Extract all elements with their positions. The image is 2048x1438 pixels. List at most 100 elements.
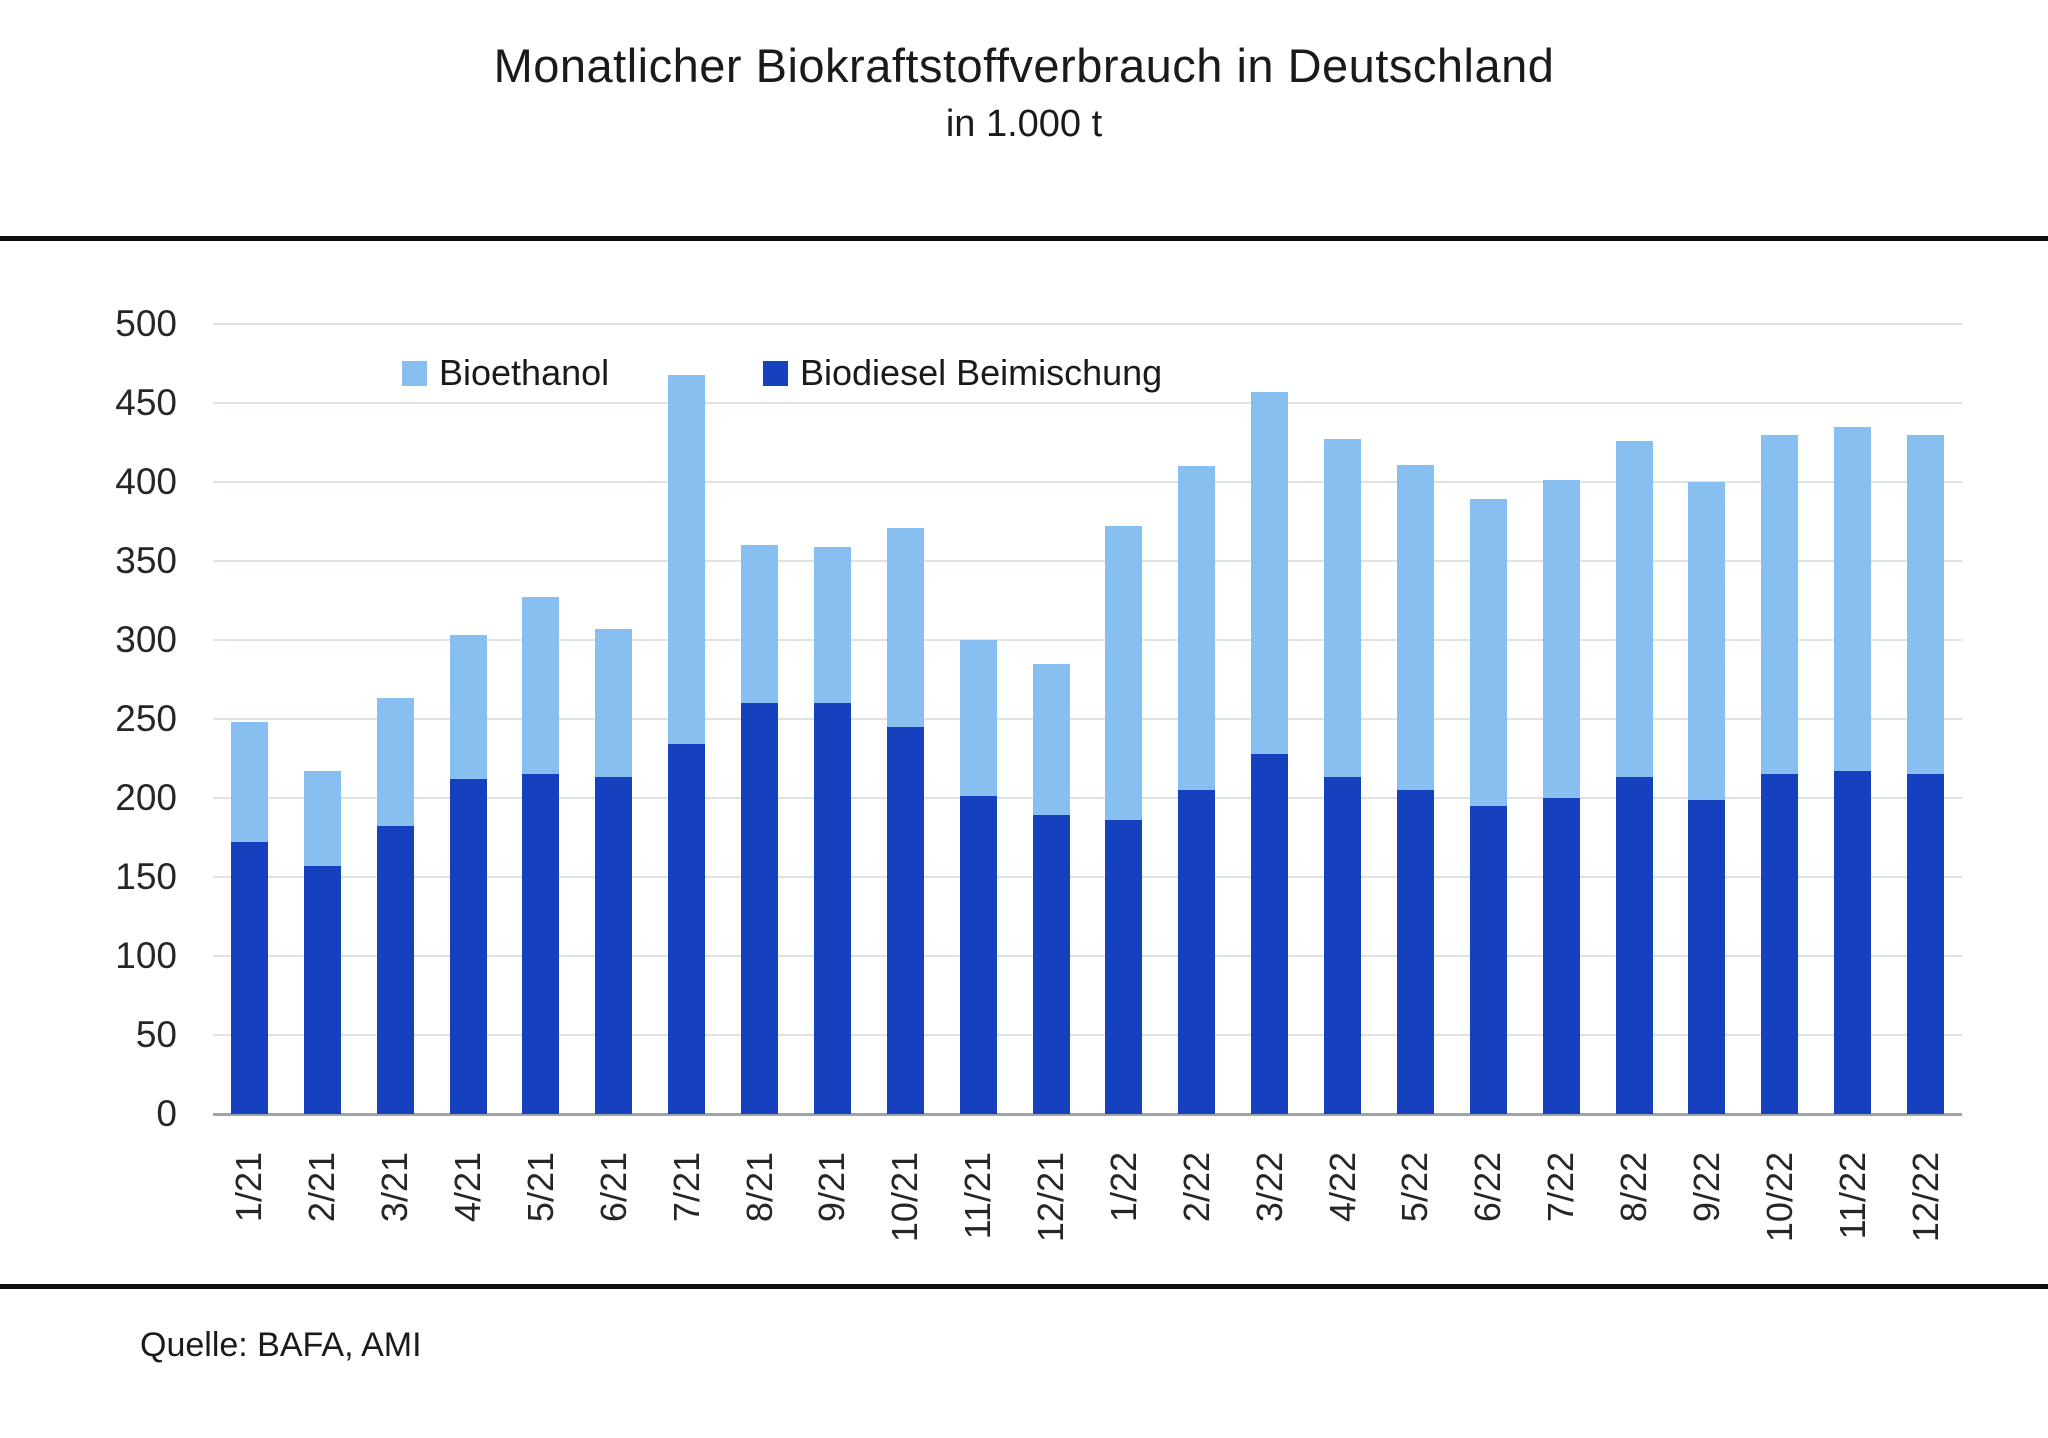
bar-biodiesel-8/21 (741, 703, 779, 1114)
y-tick-label-150: 150 (115, 856, 177, 897)
y-tick-label-350: 350 (115, 540, 177, 581)
y-tick-label-500: 500 (115, 303, 177, 344)
x-tick-label-3/22: 3/22 (1248, 1152, 1290, 1223)
bar-bioethanol-5/22 (1396, 464, 1434, 791)
x-tick-label-11/22: 11/22 (1831, 1152, 1873, 1240)
chart-subtitle: in 1.000 t (945, 103, 1103, 145)
x-tick-label-11/21: 11/21 (957, 1152, 999, 1240)
x-tick-label-10/21: 10/21 (884, 1152, 926, 1243)
bar-bioethanol-5/21 (522, 597, 560, 775)
bottom-divider-rule (0, 1284, 2048, 1289)
x-tick-label-1/21: 1/21 (228, 1152, 270, 1223)
bar-biodiesel-2/22 (1178, 790, 1216, 1114)
legend-label-bioethanol: Bioethanol (439, 352, 610, 393)
bar-biodiesel-1/21 (230, 842, 268, 1114)
gridline-450 (213, 402, 1962, 404)
bar-biodiesel-3/21 (376, 826, 414, 1114)
x-tick-label-7/21: 7/21 (665, 1152, 707, 1223)
bar-biodiesel-6/22 (1469, 805, 1507, 1114)
x-tick-label-4/22: 4/22 (1321, 1152, 1363, 1223)
gridline-350 (213, 560, 1962, 562)
bar-biodiesel-7/21 (668, 744, 706, 1114)
x-tick-label-1/22: 1/22 (1102, 1152, 1144, 1223)
bar-bioethanol-12/22 (1907, 434, 1945, 775)
bar-bioethanol-2/21 (303, 771, 341, 866)
bar-bioethanol-7/21 (668, 374, 706, 745)
x-axis-line (213, 1113, 1962, 1116)
source-text: Quelle: BAFA, AMI (140, 1326, 422, 1364)
x-tick-label-7/22: 7/22 (1540, 1152, 1582, 1223)
x-tick-label-8/21: 8/21 (738, 1152, 780, 1223)
y-tick-label-450: 450 (115, 382, 177, 423)
bar-biodiesel-10/22 (1761, 774, 1799, 1114)
bar-bioethanol-12/21 (1032, 663, 1070, 816)
x-tick-label-2/22: 2/22 (1175, 1152, 1217, 1223)
y-tick-label-0: 0 (156, 1093, 177, 1134)
y-tick-label-50: 50 (135, 1014, 177, 1055)
bar-biodiesel-7/22 (1542, 798, 1580, 1114)
bar-bioethanol-6/22 (1469, 499, 1507, 806)
bar-biodiesel-9/21 (813, 703, 851, 1114)
bioethanol-swatch-icon (402, 360, 427, 386)
bar-bioethanol-9/22 (1688, 482, 1726, 800)
legend-item-bioethanol: Bioethanol (402, 352, 609, 394)
x-tick-label-3/21: 3/21 (374, 1152, 416, 1223)
chart-title: Monatlicher Biokraftstoffverbrauch in De… (493, 39, 1555, 92)
x-tick-label-9/21: 9/21 (811, 1152, 853, 1223)
bar-biodiesel-12/21 (1032, 815, 1070, 1114)
y-tick-label-250: 250 (115, 698, 177, 739)
gridline-100 (213, 955, 1962, 957)
bar-biodiesel-2/21 (303, 865, 341, 1114)
bar-biodiesel-11/21 (959, 796, 997, 1114)
x-tick-label-12/21: 12/21 (1030, 1152, 1072, 1243)
gridline-150 (213, 876, 1962, 878)
bar-bioethanol-3/21 (376, 698, 414, 827)
bar-biodiesel-1/22 (1105, 820, 1143, 1114)
bar-bioethanol-11/22 (1834, 426, 1872, 772)
gridline-50 (213, 1034, 1962, 1036)
legend-label-biodiesel: Biodiesel Beimischung (800, 352, 1163, 393)
top-divider-rule (0, 236, 2048, 241)
x-tick-label-9/22: 9/22 (1685, 1152, 1727, 1223)
bar-bioethanol-1/21 (230, 722, 268, 843)
x-tick-label-5/21: 5/21 (519, 1152, 561, 1223)
bar-biodiesel-9/22 (1688, 799, 1726, 1114)
bar-biodiesel-5/21 (522, 774, 560, 1114)
x-tick-label-12/22: 12/22 (1904, 1152, 1946, 1243)
bar-biodiesel-8/22 (1615, 777, 1653, 1114)
x-tick-label-10/22: 10/22 (1758, 1152, 1800, 1243)
bar-biodiesel-6/21 (595, 777, 633, 1114)
bar-bioethanol-11/21 (959, 640, 997, 797)
bar-bioethanol-1/22 (1105, 526, 1143, 821)
x-tick-label-5/22: 5/22 (1394, 1152, 1436, 1223)
y-tick-label-200: 200 (115, 777, 177, 818)
bar-bioethanol-3/22 (1251, 391, 1289, 754)
bar-bioethanol-6/21 (595, 628, 633, 778)
legend-item-biodiesel: Biodiesel Beimischung (763, 352, 1162, 394)
biodiesel-swatch-icon (763, 360, 788, 386)
y-tick-label-300: 300 (115, 619, 177, 660)
gridline-500 (213, 323, 1962, 325)
bar-biodiesel-3/22 (1251, 753, 1289, 1114)
bar-bioethanol-2/22 (1178, 466, 1216, 791)
y-tick-label-100: 100 (115, 935, 177, 976)
gridline-250 (213, 718, 1962, 720)
bar-bioethanol-7/22 (1542, 480, 1580, 798)
x-tick-label-6/21: 6/21 (592, 1152, 634, 1223)
bar-bioethanol-10/22 (1761, 434, 1799, 775)
bar-biodiesel-11/22 (1834, 771, 1872, 1114)
bar-biodiesel-12/22 (1907, 774, 1945, 1114)
bar-biodiesel-10/21 (886, 726, 924, 1114)
bar-bioethanol-9/21 (813, 546, 851, 704)
bar-biodiesel-5/22 (1396, 790, 1434, 1114)
y-tick-label-400: 400 (115, 461, 177, 502)
bar-bioethanol-8/21 (741, 545, 779, 704)
x-tick-label-2/21: 2/21 (301, 1152, 343, 1223)
bar-biodiesel-4/22 (1324, 777, 1362, 1114)
gridline-200 (213, 797, 1962, 799)
bar-biodiesel-4/21 (449, 779, 487, 1114)
bar-bioethanol-8/22 (1615, 440, 1653, 778)
gridline-400 (213, 481, 1962, 483)
bar-bioethanol-4/22 (1324, 439, 1362, 778)
